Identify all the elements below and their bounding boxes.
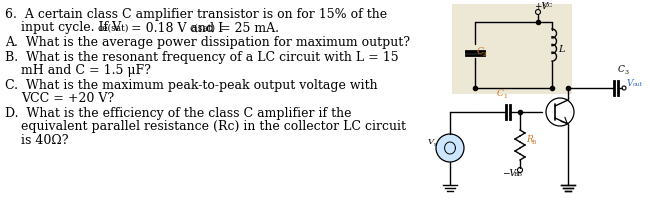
Text: out: out [633,83,643,88]
Text: ce(sat): ce(sat) [97,23,128,32]
Text: C: C [477,48,484,57]
Text: 2: 2 [483,52,487,57]
Text: 6.  A certain class C amplifier transistor is on for 15% of the: 6. A certain class C amplifier transisto… [5,8,387,21]
Text: input cycle. If V: input cycle. If V [21,21,121,34]
Text: c(sat): c(sat) [190,23,216,32]
Text: C: C [497,90,504,99]
Text: BB: BB [514,173,523,178]
Text: mH and C = 1.5 μF?: mH and C = 1.5 μF? [21,64,151,77]
Text: C: C [618,65,625,74]
Circle shape [436,134,464,162]
Text: +V: +V [534,2,548,11]
Text: V: V [627,78,633,88]
Text: L: L [558,46,564,55]
Text: 1: 1 [503,94,507,99]
Text: 3: 3 [624,69,628,74]
Text: = 0.18 V and I: = 0.18 V and I [127,21,223,34]
Text: B.  What is the resonant frequency of a LC circuit with L = 15: B. What is the resonant frequency of a L… [5,51,398,63]
Text: VCC = +20 V?: VCC = +20 V? [21,92,114,105]
Text: is 40Ω?: is 40Ω? [21,134,68,146]
Text: s: s [434,141,437,146]
Text: equivalent parallel resistance (Rc) in the collector LC circuit: equivalent parallel resistance (Rc) in t… [21,120,406,133]
Text: V: V [428,138,434,146]
Text: −V: −V [502,170,516,179]
Text: R: R [526,136,533,144]
Text: CC: CC [544,3,553,8]
Text: = 25 mA.: = 25 mA. [216,21,279,34]
Text: A.  What is the average power dissipation for maximum output?: A. What is the average power dissipation… [5,36,410,49]
Text: D.  What is the efficiency of the class C amplifier if the: D. What is the efficiency of the class C… [5,106,352,120]
Text: C.  What is the maximum peak-to-peak output voltage with: C. What is the maximum peak-to-peak outp… [5,78,378,92]
Text: B: B [532,139,536,144]
Bar [452,4,572,94]
